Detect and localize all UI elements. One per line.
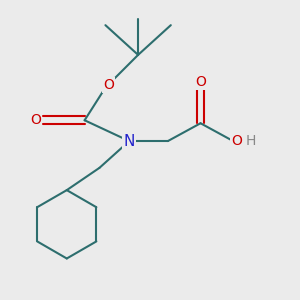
Text: O: O [231,134,242,148]
Text: H: H [245,134,256,148]
Text: O: O [30,113,41,127]
Text: O: O [103,78,114,92]
Text: O: O [195,75,206,88]
Text: N: N [124,134,135,148]
